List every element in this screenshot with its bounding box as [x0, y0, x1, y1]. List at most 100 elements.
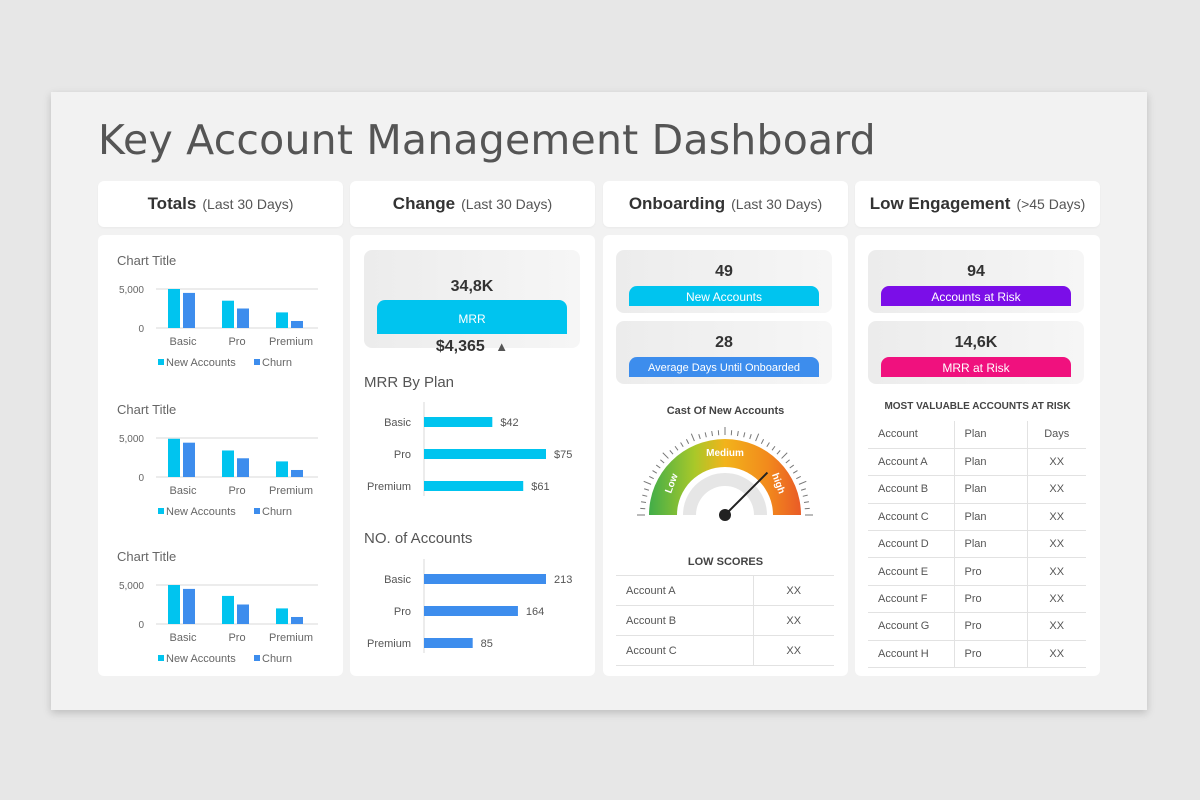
days-cell: XX	[1026, 612, 1086, 641]
bar-chart-1: Chart Title 5,000 0 Basic Pro Premium New Acco…	[117, 253, 318, 369]
account-cell: Account G	[868, 612, 954, 641]
gauge-tick	[749, 434, 752, 440]
account-cell: Account B	[616, 605, 753, 636]
x-tick-label: Basic	[170, 485, 197, 497]
mrr-by-plan-title: MRR By Plan	[364, 374, 455, 391]
header-onboarding-title: Onboarding	[628, 194, 726, 213]
bar	[183, 442, 195, 477]
bar	[222, 450, 234, 477]
account-cell: Account B	[868, 475, 954, 504]
table-row: Account G Pro XX	[868, 612, 1086, 641]
bar	[222, 300, 234, 328]
gauge-tick	[800, 488, 806, 491]
category-label: Pro	[394, 606, 411, 618]
mrr-at-risk-card: 14,6K MRR at Risk	[868, 321, 1084, 384]
table-row: Account H Pro XX	[868, 640, 1086, 669]
gauge-tick	[660, 459, 665, 464]
header-change: Change (Last 30 Days)	[350, 181, 595, 227]
gauge-tick	[792, 470, 798, 474]
bar-chart-3: Chart Title 5,000 0 Basic Pro Premium New Acco…	[117, 549, 318, 665]
gauge-tick	[649, 475, 654, 480]
mrr-at-risk-label: MRR at Risk	[881, 357, 1071, 377]
gauge-tick	[690, 433, 695, 442]
value-label: 164	[526, 606, 544, 618]
gauge-hub	[719, 509, 731, 521]
plan-cell: Plan	[953, 530, 1027, 559]
table-row: Account A XX	[616, 575, 834, 606]
value-label: 85	[481, 638, 493, 650]
bar	[424, 449, 546, 459]
page-title: Key Account Management Dashboard	[98, 116, 876, 164]
x-tick-label: Premium	[269, 632, 313, 644]
category-label: Premium	[367, 638, 411, 650]
y-tick-label: 0	[138, 620, 144, 631]
account-cell: Account C	[616, 635, 753, 666]
header-onboarding-period: (Last 30 Days)	[731, 196, 823, 212]
accounts-at-risk-value: 94	[967, 263, 985, 280]
mrr-at-risk-value: 14,6K	[954, 334, 998, 351]
totals-charts: Chart Title 5,000 0 Basic Pro Premium New Acco…	[117, 253, 318, 665]
table-row: Account C XX	[616, 635, 834, 666]
table-row: Account B XX	[616, 605, 834, 636]
header-onboarding: Onboarding (Last 30 Days)	[603, 181, 848, 227]
mrr-kpi-card: 34,8K MRR $4,365 ▲	[364, 250, 580, 355]
legend-swatch	[158, 508, 164, 514]
new-accounts-card: 49 New Accounts	[616, 250, 832, 313]
gauge-tick	[669, 450, 674, 455]
gauge-tick	[785, 459, 790, 464]
plan-cell: Plan	[953, 421, 1027, 449]
mrr-amount: $4,365	[435, 338, 485, 355]
gauge-tick	[802, 494, 808, 497]
gauge-inner-arc	[683, 473, 767, 515]
gauge-tick	[776, 450, 781, 455]
account-cell: Account F	[868, 585, 954, 614]
low-scores-title: LOW SCORES	[687, 556, 764, 568]
value-label: 213	[554, 574, 572, 586]
legend-label: New Accounts	[166, 357, 236, 369]
bar	[424, 638, 473, 648]
avg-days-value: 28	[715, 334, 733, 351]
bar	[276, 312, 288, 328]
gauge-tick	[642, 494, 648, 497]
legend-label: New Accounts	[166, 653, 236, 665]
gauge-label: Medium	[706, 448, 744, 459]
bar	[237, 458, 249, 477]
gauge-tick	[760, 439, 765, 444]
value-label: $42	[500, 417, 518, 429]
legend-swatch	[158, 655, 164, 661]
table-row: Account B Plan XX	[868, 475, 1086, 504]
x-tick-label: Premium	[269, 336, 313, 348]
chart-title: Chart Title	[117, 402, 176, 417]
bar	[291, 469, 303, 477]
gauge-tick	[655, 464, 661, 469]
bar	[183, 588, 195, 624]
gauge-tick	[685, 439, 690, 444]
accounts-count-chart: Basic 213 Pro 164 Premium 85	[367, 559, 572, 653]
gauge-tick	[640, 501, 647, 503]
plan-cell: Pro	[953, 585, 1027, 614]
days-cell: XX	[1026, 448, 1086, 477]
plan-cell: Plan	[953, 503, 1027, 532]
bar	[222, 595, 234, 624]
header-totals-period: (Last 30 Days)	[202, 196, 294, 212]
avg-days-label: Average Days Until Onboarded	[629, 357, 819, 377]
low-engagement-panel: 94 Accounts at Risk 14,6K MRR at Risk MO…	[855, 235, 1100, 676]
gauge-tick	[796, 475, 801, 480]
avg-days-card: 28 Average Days Until Onboarded	[616, 321, 832, 384]
account-cell: Account	[868, 421, 954, 449]
header-totals-title: Totals	[147, 194, 197, 213]
bar	[168, 438, 180, 477]
low-scores-table: Account A XX Account B XX Account C XX	[616, 575, 834, 666]
gauge-tick	[704, 432, 707, 438]
y-tick-label: 0	[138, 324, 144, 335]
bar	[168, 585, 180, 624]
gauge-tick	[803, 501, 810, 503]
category-label: Pro	[394, 449, 411, 461]
header-low-engagement: Low Engagement (>45 Days)	[855, 181, 1100, 227]
account-cell: Account D	[868, 530, 954, 559]
gauge-tick	[798, 480, 807, 485]
bar	[237, 604, 249, 624]
score-cell: XX	[752, 635, 834, 666]
